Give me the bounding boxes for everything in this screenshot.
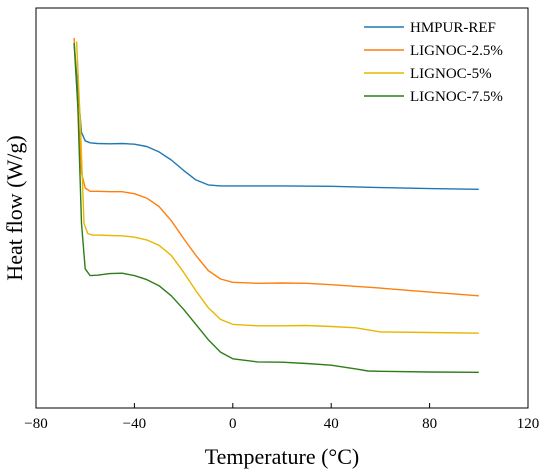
x-tick-label: 0 [229,416,237,432]
x-axis-ticks: −80 −40 0 40 80 120 [24,403,539,432]
series-line-2 [73,37,479,297]
x-tick-label: 80 [422,416,437,432]
x-tick-label: −80 [24,416,47,432]
legend-label: LIGNOC-2.5% [410,43,503,59]
x-tick-label: 40 [324,416,339,432]
x-tick-label: −40 [123,416,146,432]
legend-label: HMPUR-REF [410,20,496,36]
plot-frame [35,7,529,409]
series-line-1 [73,43,479,190]
legend-label: LIGNOC-7.5% [410,89,503,105]
legend-label: LIGNOC-5% [410,66,492,82]
legend: HMPUR-REF LIGNOC-2.5% LIGNOC-5% LIGNOC-7.5% [364,20,503,105]
series-layer [73,37,479,373]
y-axis-label: Heat flow (W/g) [2,135,27,280]
series-line-4 [73,43,479,373]
series-line-3 [75,41,479,334]
x-axis-label: Temperature (°C) [205,444,359,469]
x-tick-label: 120 [517,416,540,432]
